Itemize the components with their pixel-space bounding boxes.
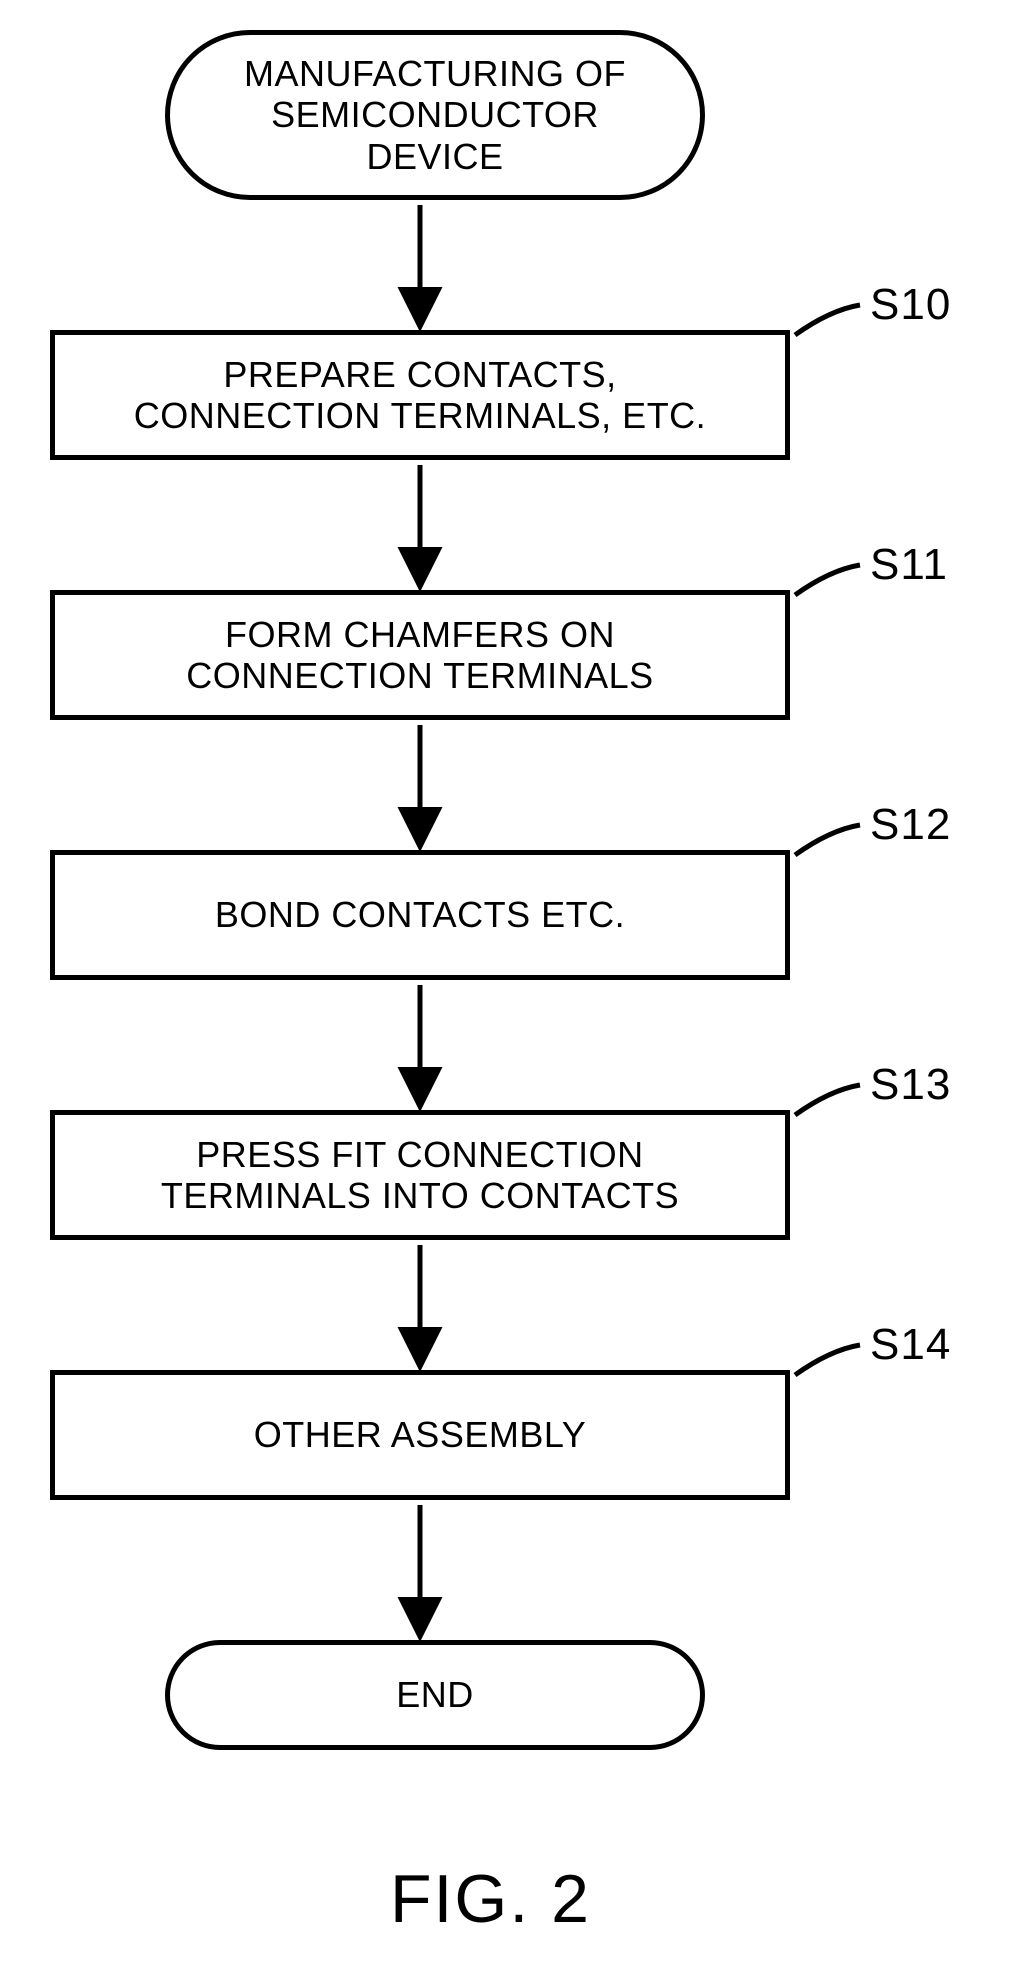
step-text: PREPARE CONTACTS,CONNECTION TERMINALS, E… [134, 354, 706, 437]
step-text: BOND CONTACTS ETC. [215, 894, 625, 935]
figure-caption: FIG. 2 [390, 1860, 591, 1938]
process-step-s13: PRESS FIT CONNECTIONTERMINALS INTO CONTA… [50, 1110, 790, 1240]
start-terminator: MANUFACTURING OFSEMICONDUCTORDEVICE [165, 30, 705, 200]
process-step-s10: PREPARE CONTACTS,CONNECTION TERMINALS, E… [50, 330, 790, 460]
flowchart-canvas: MANUFACTURING OFSEMICONDUCTORDEVICE PREP… [0, 0, 1017, 1962]
step-text: PRESS FIT CONNECTIONTERMINALS INTO CONTA… [161, 1134, 679, 1217]
step-label-s11: S11 [870, 540, 948, 590]
step-label-s14: S14 [870, 1320, 951, 1370]
step-text: OTHER ASSEMBLY [254, 1414, 586, 1455]
end-terminator: END [165, 1640, 705, 1750]
step-text: FORM CHAMFERS ONCONNECTION TERMINALS [186, 614, 653, 697]
step-label-s10: S10 [870, 280, 951, 330]
step-label-s12: S12 [870, 800, 951, 850]
end-text: END [396, 1674, 474, 1715]
process-step-s11: FORM CHAMFERS ONCONNECTION TERMINALS [50, 590, 790, 720]
process-step-s14: OTHER ASSEMBLY [50, 1370, 790, 1500]
step-label-s13: S13 [870, 1060, 951, 1110]
start-text: MANUFACTURING OFSEMICONDUCTORDEVICE [244, 53, 626, 177]
process-step-s12: BOND CONTACTS ETC. [50, 850, 790, 980]
